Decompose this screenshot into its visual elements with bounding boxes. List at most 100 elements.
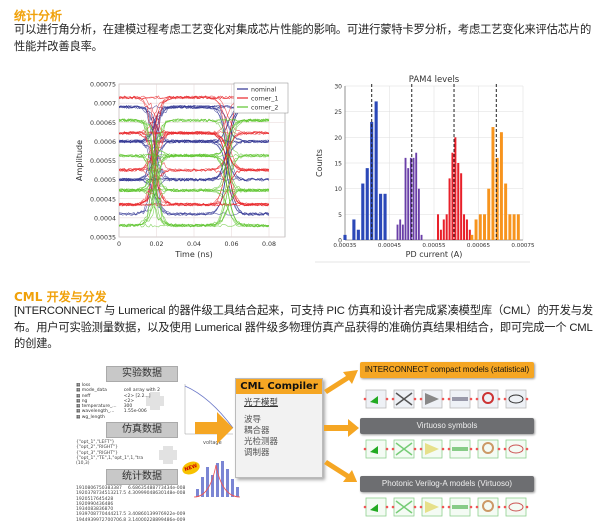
stat-value: 4.30999048630148e-008 bbox=[128, 491, 186, 497]
port bbox=[497, 397, 501, 401]
ring-icon bbox=[482, 442, 494, 454]
arrow-right-icon bbox=[195, 412, 233, 444]
port bbox=[441, 397, 445, 401]
ring-icon bbox=[482, 392, 494, 404]
port bbox=[525, 505, 529, 509]
tick-label: 0.04 bbox=[187, 241, 201, 248]
mzi-icon bbox=[508, 394, 524, 404]
coupler-icon bbox=[395, 442, 413, 456]
eye-trace-corner_1 bbox=[119, 131, 269, 207]
histogram-bar bbox=[483, 214, 486, 240]
amplifier-icon bbox=[425, 501, 439, 513]
port bbox=[363, 505, 367, 509]
eye-trace-corner_2 bbox=[119, 118, 269, 228]
table-row: ▦ loss bbox=[76, 383, 160, 388]
tick-label: 0.00055 bbox=[90, 158, 116, 165]
histogram-bar bbox=[504, 183, 508, 240]
x-axis-label: Time (ns) bbox=[174, 250, 213, 259]
histogram-bar bbox=[512, 214, 516, 240]
port bbox=[447, 447, 451, 451]
tick-label: 25 bbox=[334, 109, 342, 116]
port bbox=[475, 447, 479, 451]
table-value: cell array with 2 bbox=[123, 388, 160, 394]
cml-compiler-title: CML Compiler bbox=[236, 379, 322, 394]
graph-xlabel: voltage bbox=[203, 440, 222, 446]
mini-bar bbox=[231, 479, 234, 497]
port bbox=[413, 505, 417, 509]
eye-trace-nominal bbox=[119, 139, 269, 182]
mini-bar bbox=[216, 463, 219, 497]
mzi-icon bbox=[508, 444, 524, 454]
table-row: ▦ temperature_... 300 bbox=[76, 404, 133, 410]
port bbox=[385, 397, 389, 401]
eye-trace-corner_1 bbox=[119, 131, 269, 172]
legend: nominal corner_1 corner_2 bbox=[233, 82, 289, 114]
port bbox=[441, 447, 445, 451]
tick-label: 0.0004 bbox=[94, 215, 116, 222]
eye-trace-corner_2 bbox=[119, 153, 269, 228]
input-label-simulation: 仿真数据 bbox=[106, 422, 178, 438]
tick-label: 0.00075 bbox=[90, 82, 116, 89]
compiler-item: 波导 bbox=[244, 415, 262, 425]
histogram-bar bbox=[442, 219, 445, 240]
port bbox=[419, 397, 423, 401]
table-row: ▦ wg_length bbox=[76, 415, 160, 420]
table-row: ▦ neff <2> [2.2...] bbox=[76, 393, 151, 399]
table-row: ▦ wavelength_... 1.55e-006 bbox=[76, 409, 147, 415]
histogram-bar bbox=[487, 188, 491, 240]
port bbox=[525, 447, 529, 451]
stat-key: 1939708770444217.5 bbox=[76, 512, 127, 518]
stat-key: 1934083836870 bbox=[76, 507, 114, 513]
sim-row: {"opt_2","RIGHT"} bbox=[76, 445, 118, 451]
cml-compiler-box: CML Compiler 光子模型 波导 耦合器 光检测器 调制器 bbox=[235, 378, 323, 478]
histogram-bar bbox=[361, 183, 365, 240]
waveguide-icon bbox=[452, 397, 468, 401]
tick-label: 0 bbox=[338, 238, 342, 245]
eye-trace-corner_2 bbox=[119, 153, 269, 228]
histogram-bar bbox=[436, 214, 440, 240]
stat-key: 1910806750383387 bbox=[76, 486, 122, 491]
port bbox=[419, 505, 423, 509]
stat-row: 1920378734513217.5 4.30999048630148e-008 bbox=[76, 491, 185, 496]
tick-label: 0.0006 bbox=[94, 139, 116, 146]
port bbox=[441, 505, 445, 509]
port bbox=[363, 447, 367, 451]
waveguide-icon bbox=[452, 447, 468, 451]
tick-label: 0.00045 bbox=[378, 243, 402, 249]
histogram-bar bbox=[491, 127, 495, 240]
port bbox=[469, 397, 473, 401]
histogram-bar bbox=[420, 234, 423, 240]
mini-bar bbox=[226, 469, 229, 497]
histogram-bar bbox=[463, 214, 466, 240]
histogram-bar bbox=[407, 168, 410, 240]
histogram-bar bbox=[474, 219, 478, 240]
output-interconnect: INTERCONNECT compact models (statistical… bbox=[360, 362, 534, 378]
stat-row: 1920517645428 bbox=[76, 497, 185, 502]
table-key: wg_length bbox=[81, 414, 105, 420]
source-icon bbox=[370, 446, 378, 454]
eye-trace-corner_2 bbox=[119, 153, 269, 228]
legend-label: corner_1 bbox=[251, 96, 278, 103]
port bbox=[503, 397, 507, 401]
histogram-bar bbox=[383, 193, 387, 240]
mini-bar bbox=[236, 487, 239, 497]
section-title-statistics: 统计分析 bbox=[14, 9, 63, 23]
stat-value: 6.68635488773434e-008 bbox=[128, 486, 186, 491]
eye-trace-corner_2 bbox=[119, 154, 269, 228]
port bbox=[391, 447, 395, 451]
port bbox=[525, 397, 529, 401]
waveguide-icon bbox=[452, 505, 468, 509]
histogram-bar bbox=[404, 157, 407, 240]
tick-label: 0.00065 bbox=[90, 120, 116, 127]
tick-label: 0.02 bbox=[149, 241, 163, 248]
table-key: neff bbox=[81, 393, 91, 399]
table-value: 1.55e-006 bbox=[123, 409, 147, 415]
stat-key: 1920990436486 bbox=[76, 501, 114, 507]
histogram-bar bbox=[379, 193, 383, 240]
y-axis-label: Amplitude bbox=[75, 140, 84, 181]
histogram-bar bbox=[454, 137, 457, 240]
port bbox=[469, 505, 473, 509]
eye-trace-corner_2 bbox=[119, 118, 269, 193]
histogram-bar bbox=[356, 229, 360, 240]
sim-data-text: {"opt_1","LEFT"} {"opt_2","RIGHT"} {"opt_3… bbox=[76, 440, 143, 466]
